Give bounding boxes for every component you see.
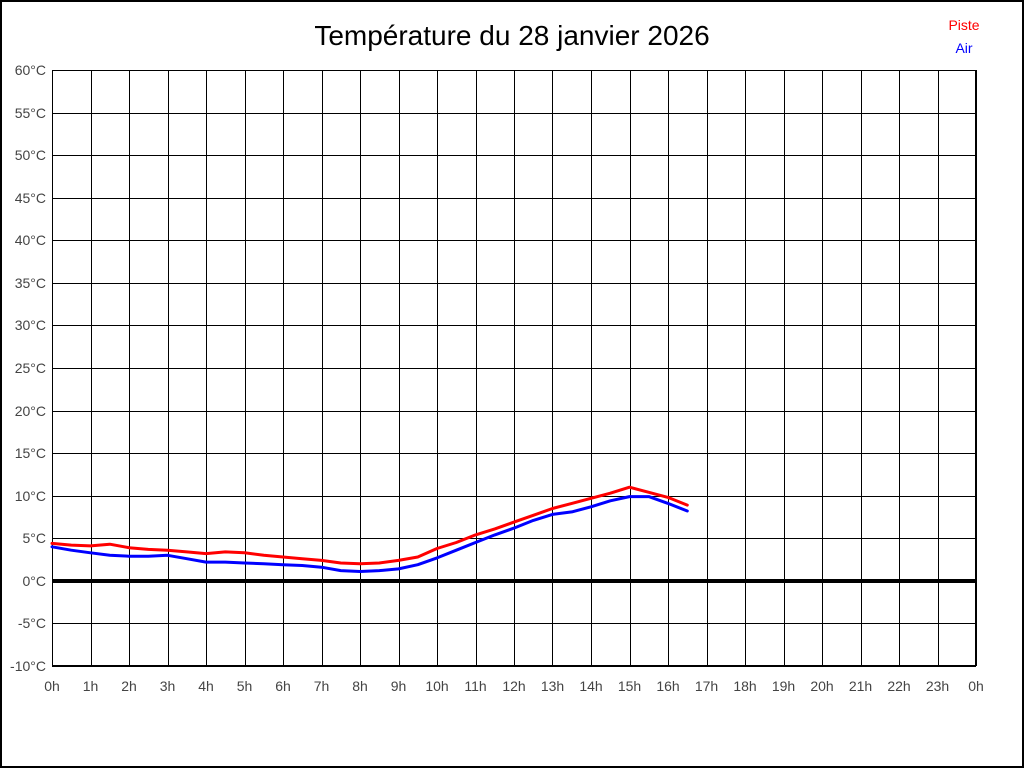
x-tick-label: 9h xyxy=(390,678,407,694)
legend-item-air: Air xyxy=(955,40,973,56)
y-tick-label: 20°C xyxy=(14,402,46,419)
y-tick-label: -5°C xyxy=(17,615,46,632)
x-tick-label: 1h xyxy=(82,678,99,694)
y-tick-label: 50°C xyxy=(14,147,46,164)
x-tick-label: 17h xyxy=(694,678,719,694)
x-tick-label: 12h xyxy=(502,678,526,694)
x-tick-label: 7h xyxy=(313,678,330,694)
x-tick-label: 3h xyxy=(159,678,176,694)
y-tick-label: 15°C xyxy=(14,445,46,462)
series-line-piste xyxy=(50,485,689,566)
x-tick-label: 6h xyxy=(275,678,291,694)
x-tick-label: 0h xyxy=(968,678,984,694)
x-tick-label: 14h xyxy=(579,678,603,694)
x-tick-label: 13h xyxy=(540,678,565,694)
y-tick-label: 25°C xyxy=(14,360,46,376)
x-tick-label: 23h xyxy=(925,678,950,694)
chart-title: Température du 28 janvier 2026 xyxy=(314,20,710,51)
x-tick-label: 15h xyxy=(617,678,642,694)
x-tick-label: 22h xyxy=(887,678,911,694)
y-tick-label: 5°C xyxy=(22,530,47,547)
y-tick-label: 60°C xyxy=(14,62,46,78)
y-tick-label: 30°C xyxy=(14,317,46,334)
plot-border xyxy=(52,70,976,666)
y-tick-label: 0°C xyxy=(22,572,47,589)
y-tick-label: 40°C xyxy=(14,232,46,249)
x-tick-label: 5h xyxy=(236,678,253,694)
x-tick-label: 4h xyxy=(198,678,214,694)
x-tick-label: 16h xyxy=(656,678,680,694)
y-tick-label: 35°C xyxy=(14,274,46,291)
temperature-plot xyxy=(50,70,977,667)
legend-item-piste: Piste xyxy=(948,17,980,33)
y-tick-label: 55°C xyxy=(14,104,46,121)
y-tick-label: 10°C xyxy=(14,487,46,504)
x-tick-label: 19h xyxy=(771,678,796,694)
x-tick-label: 8h xyxy=(352,678,368,694)
chart-legend: Piste Air xyxy=(924,14,1004,60)
x-tick-label: 10h xyxy=(425,678,449,694)
x-tick-label: 20h xyxy=(810,678,834,694)
x-tick-label: 0h xyxy=(44,678,60,694)
x-tick-label: 18h xyxy=(733,678,757,694)
y-tick-label: 45°C xyxy=(14,189,46,206)
y-tick-label: -10°C xyxy=(10,658,46,674)
x-tick-label: 2h xyxy=(121,678,137,694)
series-line-air xyxy=(50,495,689,573)
x-tick-label: 21h xyxy=(848,678,873,694)
x-tick-label: 11h xyxy=(464,678,487,694)
